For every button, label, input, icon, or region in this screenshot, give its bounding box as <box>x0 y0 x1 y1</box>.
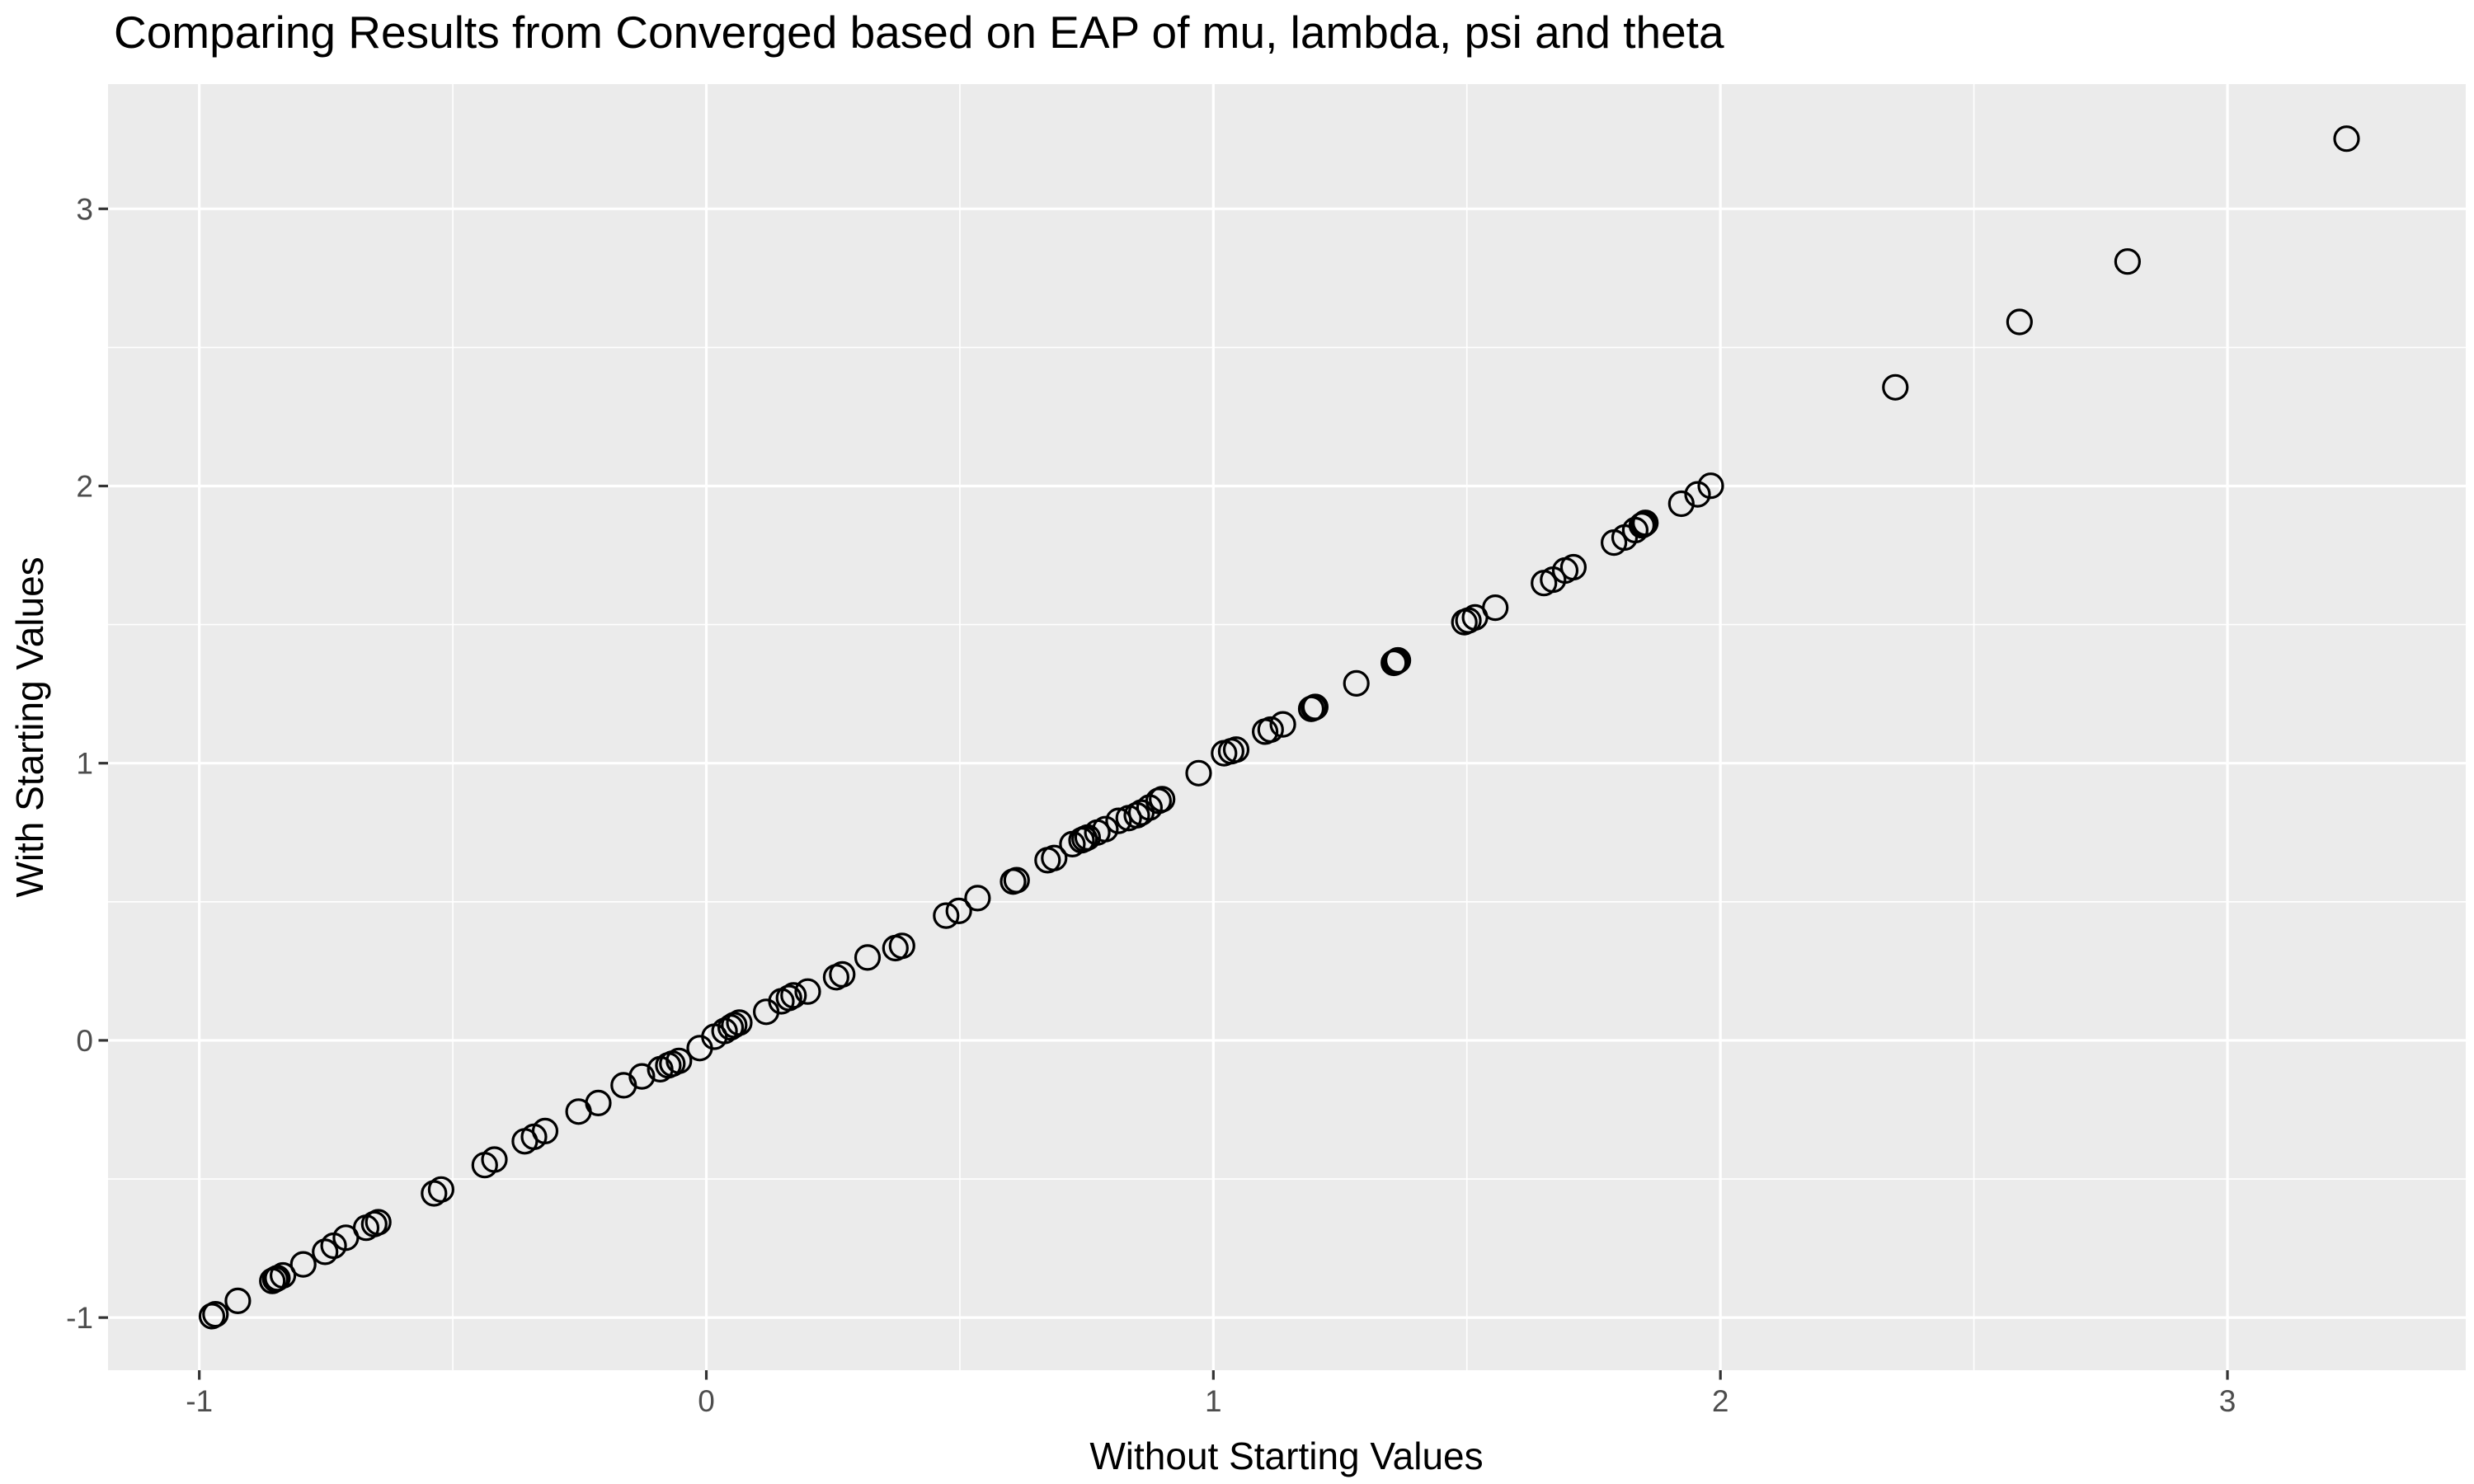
data-point <box>1667 490 1695 518</box>
y-tick-label: 3 <box>76 192 93 226</box>
data-point <box>1697 472 1724 500</box>
data-point <box>1269 711 1296 738</box>
plot-title: Comparing Results from Converged based o… <box>114 7 1724 58</box>
data-point <box>854 944 882 971</box>
data-point <box>2006 308 2033 336</box>
data-point <box>1003 866 1030 894</box>
data-point <box>794 978 821 1005</box>
data-point <box>1882 373 1909 401</box>
data-point <box>945 897 972 925</box>
data-point <box>1257 716 1284 744</box>
data-point <box>628 1063 656 1090</box>
data-point <box>933 902 960 929</box>
major-gridlines <box>108 84 2466 1370</box>
data-point <box>427 1176 455 1203</box>
data-point <box>1684 481 1711 508</box>
y-tick-label: 0 <box>76 1024 93 1058</box>
y-tick-label: 2 <box>76 470 93 504</box>
x-axis-title: Without Starting Values <box>1089 1435 1483 1477</box>
data-point <box>531 1117 559 1145</box>
data-point <box>775 984 802 1012</box>
data-point <box>312 1238 339 1266</box>
data-point <box>1041 844 1068 871</box>
data-point <box>202 1300 229 1328</box>
x-tick-label: -1 <box>186 1384 213 1418</box>
data-point <box>1185 759 1212 787</box>
data-point <box>224 1287 252 1315</box>
data-point <box>780 982 807 1009</box>
data-point <box>2114 248 2141 275</box>
y-tick-label: -1 <box>66 1301 93 1335</box>
data-point <box>1149 786 1176 813</box>
data-point <box>1105 807 1132 834</box>
data-point <box>829 960 856 989</box>
data-point <box>1632 510 1659 537</box>
data-point <box>964 885 991 912</box>
data-point <box>1092 815 1119 843</box>
data-points-layer <box>198 125 2360 1330</box>
data-point <box>365 1209 392 1236</box>
data-point <box>726 1009 753 1036</box>
plot-panel <box>108 84 2466 1370</box>
data-point <box>198 1303 226 1330</box>
data-point <box>1123 801 1150 829</box>
minor-gridlines <box>108 84 2466 1370</box>
data-point <box>666 1047 693 1074</box>
data-point <box>1222 736 1250 763</box>
data-point <box>289 1251 317 1278</box>
data-point <box>481 1146 508 1173</box>
data-point <box>1559 553 1587 581</box>
data-point <box>1301 693 1329 721</box>
y-axis-title: With Starting Values <box>8 556 51 897</box>
tick-labels: -1 0 1 2 3 -1 0 1 2 3 <box>66 192 2236 1418</box>
x-tick-label: 0 <box>698 1384 715 1418</box>
tick-marks <box>98 207 2229 1380</box>
data-point <box>1343 669 1370 697</box>
data-point <box>2333 125 2360 153</box>
x-tick-label: 1 <box>1205 1384 1222 1418</box>
data-point <box>888 932 915 960</box>
data-point <box>1482 594 1509 622</box>
y-tick-label: 1 <box>76 747 93 781</box>
data-point <box>1384 646 1412 674</box>
x-tick-label: 2 <box>1712 1384 1729 1418</box>
x-tick-label: 3 <box>2219 1384 2236 1418</box>
data-point <box>270 1261 297 1289</box>
data-point <box>585 1089 612 1117</box>
